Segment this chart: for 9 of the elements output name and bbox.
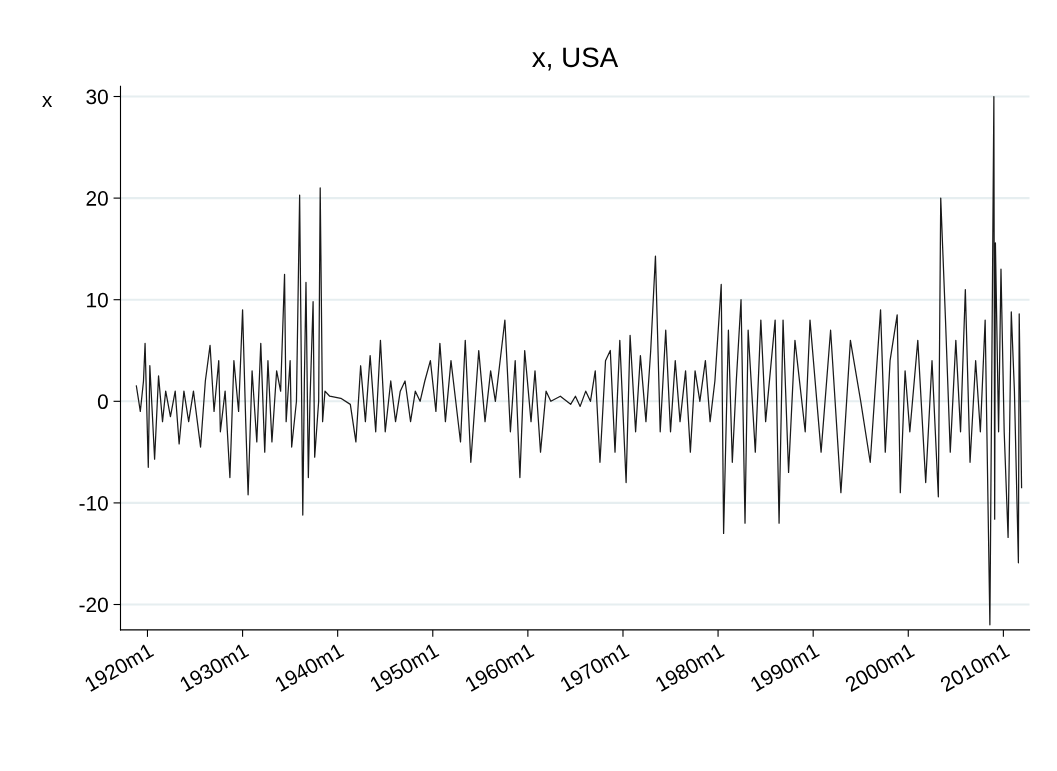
- y-tick-label: 10: [87, 292, 108, 308]
- y-tick-label: 20: [86, 191, 108, 206]
- y-tick-label: -10: [79, 495, 108, 511]
- line-series: [135, 95, 1023, 626]
- y-tick-label: 0: [97, 394, 108, 410]
- y-axis-title: x: [42, 95, 53, 107]
- y-tick-label: -20: [79, 597, 108, 613]
- chart-title: x, USA: [532, 47, 619, 71]
- y-tick-label: 30: [86, 89, 108, 105]
